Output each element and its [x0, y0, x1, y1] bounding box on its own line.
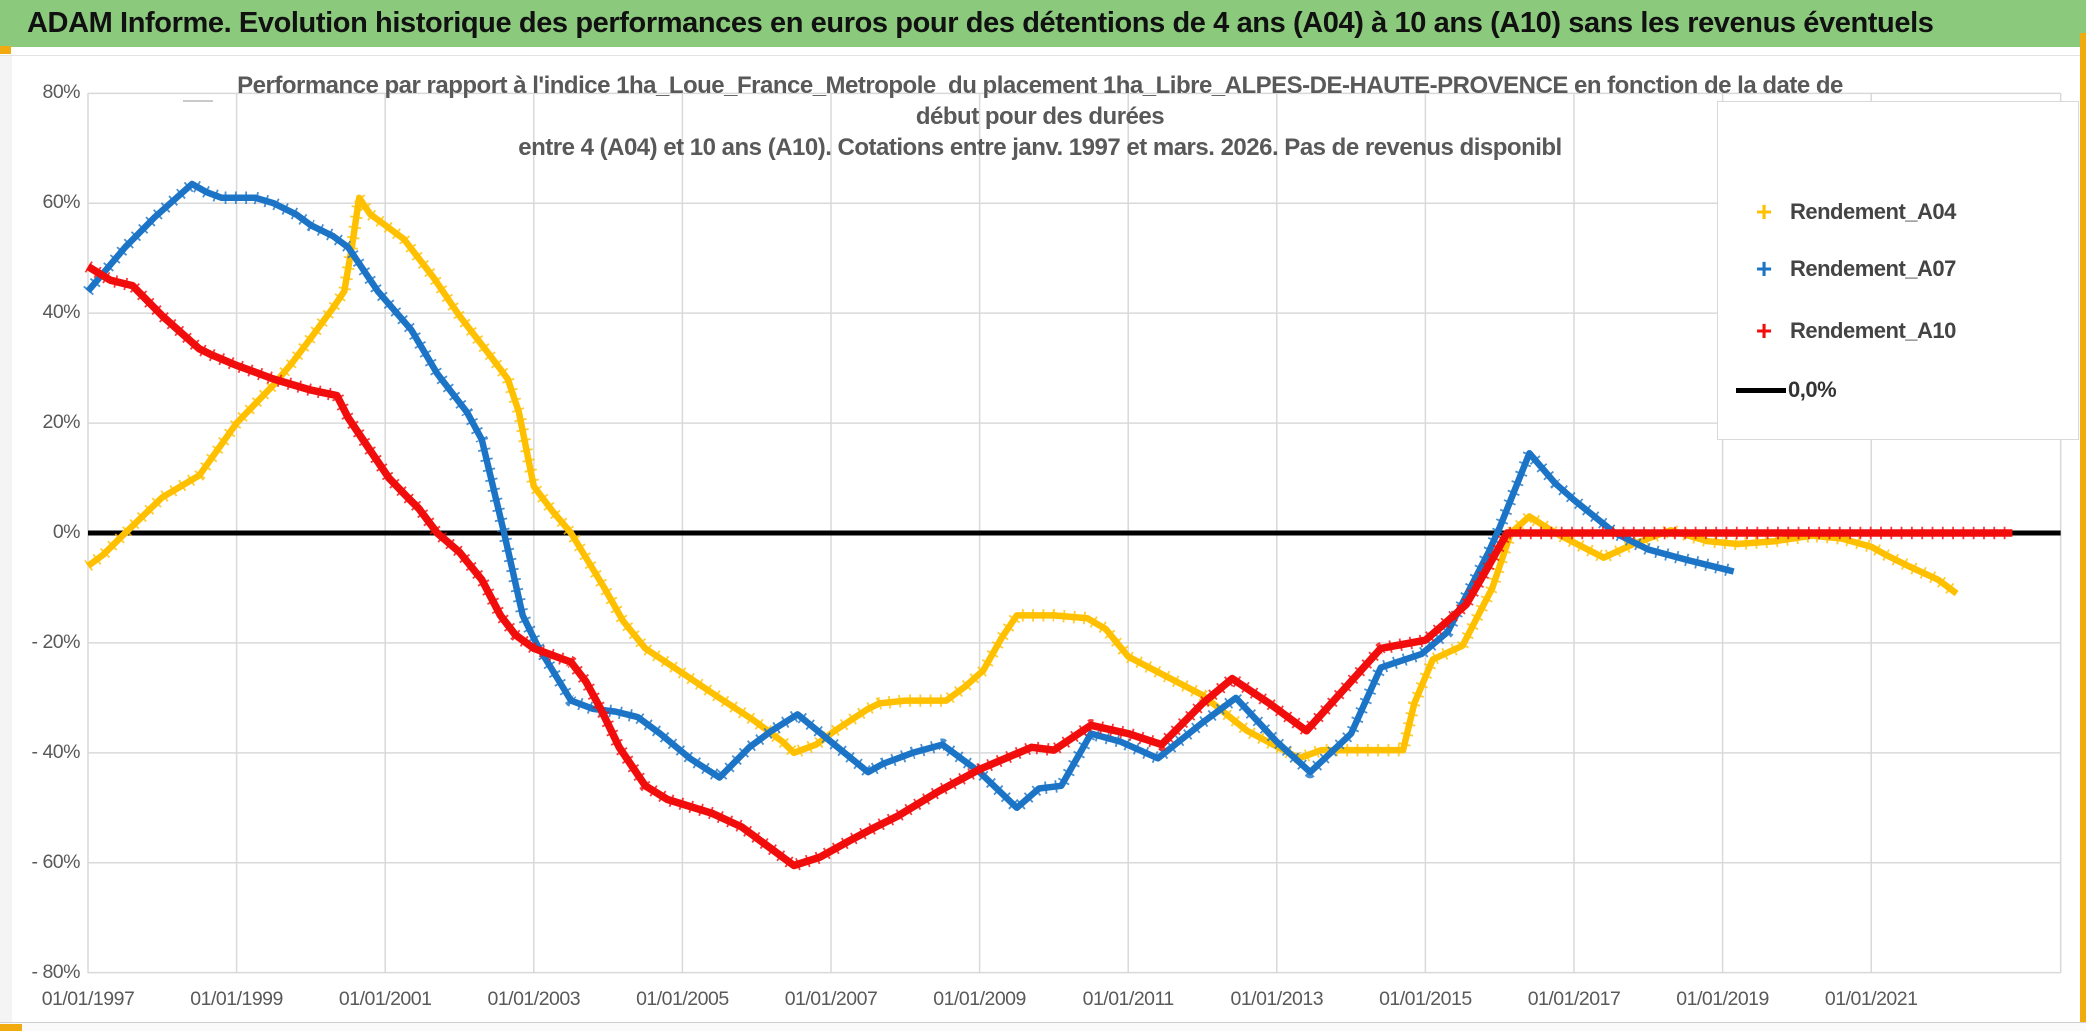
x-axis-label: 01/01/2019 [1676, 988, 1769, 1010]
legend-item-label: 0,0% [1788, 377, 1837, 402]
x-axis-label: 01/01/1999 [190, 988, 283, 1010]
chart-title: Performance par rapport à l'indice 1ha_L… [150, 70, 1930, 163]
x-axis-label: 01/01/2017 [1527, 988, 1621, 1010]
series-rendement_a07[interactable] [83, 177, 1736, 815]
left-margin-strip [0, 56, 12, 1022]
legend-line-swatch [1736, 388, 1786, 393]
x-axis-label: 01/01/2013 [1230, 988, 1324, 1010]
title-divider [0, 55, 2086, 56]
x-axis-label: 01/01/2003 [487, 988, 581, 1010]
chart-title-line-3: entre 4 (A04) et 10 ans (A10). Cotations… [518, 134, 1562, 161]
legend-item-label: Rendement_A10 [1790, 318, 1956, 343]
x-axis-label: 01/01/2001 [338, 988, 432, 1010]
x-axis-label: 01/01/2009 [933, 988, 1026, 1010]
x-axis-label: 01/01/2011 [1082, 988, 1175, 1010]
legend-item-0-0-[interactable]: 0,0% [1718, 375, 2074, 405]
x-axis-label: 01/01/2015 [1379, 988, 1472, 1010]
legend-plus-marker-icon: + [1755, 315, 1773, 346]
x-axis-label: 01/01/2007 [784, 988, 878, 1010]
y-axis-label: 0% [52, 521, 81, 543]
series-rendement_a10[interactable] [84, 261, 2013, 872]
legend-item-rendement-a10[interactable]: + Rendement_A10 [1718, 316, 2074, 346]
y-axis-label: 80% [42, 81, 80, 104]
chart-title-line-1: Performance par rapport à l'indice 1ha_L… [237, 72, 1843, 99]
x-axis-label: 01/01/2005 [636, 988, 729, 1010]
y-axis-label: 60% [42, 191, 80, 214]
legend-item-label: Rendement_A04 [1790, 199, 1956, 224]
sheet-accent-top-left [0, 46, 11, 54]
series-rendement_a04[interactable] [84, 191, 1961, 765]
y-axis-label: - 60% [31, 850, 81, 873]
chart-legend[interactable]: + Rendement_A04 + Rendement_A07 + Rendement_A… [1717, 101, 2079, 440]
y-axis-label: 40% [42, 301, 80, 324]
legend-item-rendement-a04[interactable]: + Rendement_A04 [1718, 197, 2074, 227]
legend-plus-marker-icon: + [1755, 253, 1773, 284]
bottom-scroll-strip[interactable] [0, 1022, 2086, 1031]
title-border-dash [183, 100, 213, 102]
bottom-accent-square [0, 1024, 22, 1031]
title-bar: ADAM Informe. Evolution historique des p… [0, 0, 2086, 47]
y-axis-label: 20% [42, 411, 80, 434]
y-axis-label: - 80% [31, 960, 81, 983]
chart-title-line-2: début pour des durées [915, 103, 1165, 130]
x-axis-label: 01/01/1997 [41, 988, 135, 1010]
legend-item-label: Rendement_A07 [1790, 256, 1956, 281]
legend-item-rendement-a07[interactable]: + Rendement_A07 [1718, 254, 2074, 284]
page-title: ADAM Informe. Evolution historique des p… [27, 7, 1934, 39]
legend-plus-marker-icon: + [1755, 196, 1773, 227]
sheet-accent-right-strip [2080, 33, 2086, 1031]
x-axis-label: 01/01/2021 [1824, 988, 1918, 1010]
y-axis-label: - 20% [31, 630, 81, 653]
y-axis-label: - 40% [31, 740, 81, 763]
